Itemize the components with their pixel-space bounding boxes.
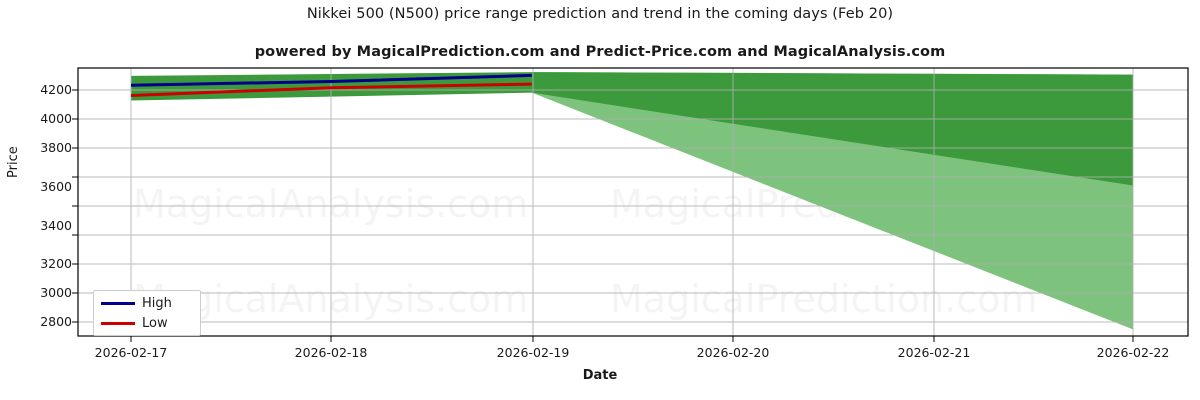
legend-swatch-low: [101, 322, 135, 325]
x-tick-marks: [130, 336, 1134, 342]
legend-item-high: High: [94, 294, 202, 314]
x-tick-label: 2026-02-17: [94, 345, 168, 360]
y-tick-marks: [72, 89, 78, 323]
y-tick-label: 4000: [40, 111, 72, 126]
chart-subtitle: powered by MagicalPrediction.com and Pre…: [254, 44, 946, 60]
x-tick-label: 2026-02-18: [294, 345, 368, 360]
y-tick-label: 4200: [40, 82, 72, 97]
x-tick-label: 2026-02-21: [897, 345, 971, 360]
legend-label-high: High: [142, 296, 172, 311]
y-axis-title: Price: [6, 146, 21, 178]
series-line-high: [130, 73, 532, 87]
x-tick-label: 2026-02-20: [696, 345, 770, 360]
y-tick-label: 2800: [40, 314, 72, 329]
x-tick-label: 2026-02-22: [1096, 345, 1170, 360]
series-line-low: [130, 82, 532, 97]
chart-legend: High Low: [93, 290, 201, 336]
y-tick-label: 3200: [40, 256, 72, 271]
y-tick-label: 3600: [40, 179, 72, 194]
y-axis-tick-labels: 4200 4000 3800 3600 3400 3200 3000 2800: [0, 0, 72, 400]
prediction-band-dark: [131, 72, 1133, 186]
axes-frame: [77, 67, 1189, 337]
legend-item-low: Low: [94, 314, 202, 334]
x-axis-title: Date: [582, 368, 618, 383]
legend-swatch-high: [101, 302, 135, 305]
y-tick-label: 3400: [40, 218, 72, 233]
y-tick-label: 3800: [40, 140, 72, 155]
chart-title: Nikkei 500 (N500) price range prediction…: [306, 6, 894, 22]
x-tick-label: 2026-02-19: [496, 345, 570, 360]
y-tick-label: 3000: [40, 285, 72, 300]
legend-label-low: Low: [142, 316, 168, 331]
